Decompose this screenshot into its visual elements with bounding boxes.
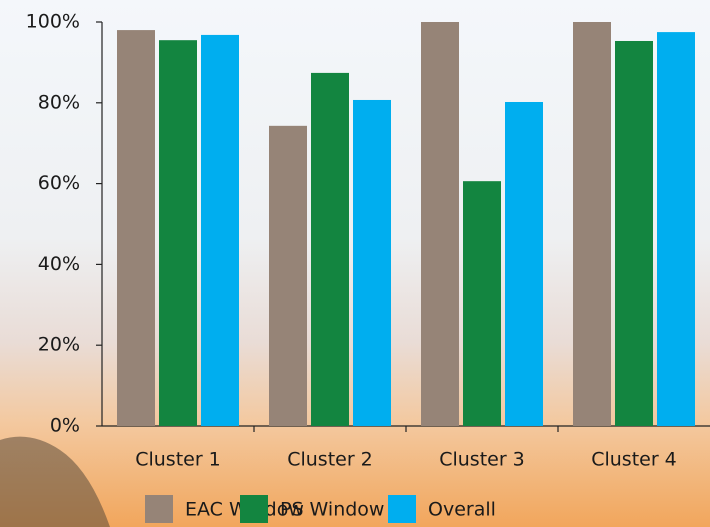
bar <box>269 125 307 426</box>
y-tick-label: 0% <box>50 415 80 437</box>
x-tick-label: Cluster 3 <box>439 449 525 471</box>
bar <box>463 181 501 426</box>
x-tick-label: Cluster 1 <box>135 449 221 471</box>
y-tick-label: 40% <box>38 253 80 275</box>
bar <box>353 99 391 427</box>
legend-swatch <box>145 495 173 523</box>
y-tick-label: 20% <box>38 334 80 356</box>
bar <box>615 40 653 426</box>
bar <box>657 32 695 426</box>
bar <box>117 30 155 427</box>
bar <box>201 34 239 426</box>
y-tick-label: 60% <box>38 172 80 194</box>
tree-silhouette <box>0 436 110 527</box>
legend-swatch <box>388 495 416 523</box>
x-tick-label: Cluster 2 <box>287 449 373 471</box>
bar <box>421 22 459 426</box>
y-tick-label: 100% <box>26 11 80 33</box>
bar <box>505 101 543 426</box>
x-tick-label: Cluster 4 <box>591 449 677 471</box>
bar <box>573 22 611 426</box>
legend-label: PS Window <box>280 499 384 521</box>
bar <box>159 40 197 427</box>
bar <box>311 72 349 427</box>
legend-swatch <box>240 495 268 523</box>
y-tick-label: 80% <box>38 91 80 113</box>
legend-label: Overall <box>428 499 496 521</box>
